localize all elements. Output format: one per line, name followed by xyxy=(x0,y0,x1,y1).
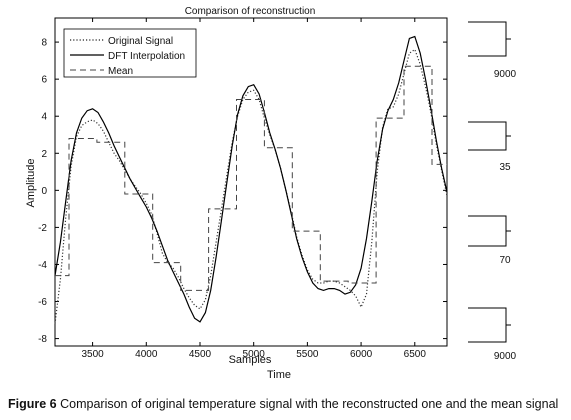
x-tick-label: 6500 xyxy=(404,349,427,360)
y-tick-label: -4 xyxy=(38,260,47,271)
y-tick-label: 6 xyxy=(41,75,47,86)
side-fragment-4: 9000 xyxy=(468,307,517,362)
x-tick-label: 4500 xyxy=(189,349,212,360)
side-label-4: 9000 xyxy=(494,351,517,362)
y-tick-label: 0 xyxy=(41,186,47,197)
side-fragment-3: 70 xyxy=(468,215,511,266)
y-tick-label: 4 xyxy=(41,112,47,123)
y-tick-label: 2 xyxy=(41,149,47,160)
x-tick-label: 6000 xyxy=(350,349,373,360)
series-line-3 xyxy=(55,65,447,291)
y-tick-label: -8 xyxy=(38,334,47,345)
side-label-3: 70 xyxy=(499,255,511,266)
x-tick-label: 5500 xyxy=(296,349,319,360)
side-label-1: 9000 xyxy=(494,69,517,80)
side-fragment-1: 9000 xyxy=(468,21,517,80)
y-tick-label: -6 xyxy=(38,297,47,308)
x-axis-sublabel: Time xyxy=(267,369,291,381)
legend: Original Signal DFT Interpolation Mean xyxy=(63,28,197,78)
legend-label-mean: Mean xyxy=(108,66,133,77)
x-tick-label: 5000 xyxy=(243,349,266,360)
x-tick-label: 4000 xyxy=(135,349,158,360)
legend-label-dft: DFT Interpolation xyxy=(108,51,185,62)
side-label-2: 35 xyxy=(499,162,511,173)
y-tick-label: -2 xyxy=(38,223,47,234)
caption-label: Figure 6 xyxy=(8,397,57,411)
series-line-1 xyxy=(54,48,448,324)
chart-title: Comparison of reconstruction xyxy=(185,6,316,17)
caption-text: Comparison of original temperature signa… xyxy=(60,397,559,411)
side-fragment-2: 35 xyxy=(468,121,511,173)
chart: Comparison of reconstruction -8 -6 -4 -2 0 2 4… xyxy=(25,6,517,381)
figure-caption: Figure 6 Comparison of original temperat… xyxy=(8,396,568,412)
x-axis-label: Samples xyxy=(229,354,272,366)
x-tick-label: 3500 xyxy=(81,349,104,360)
plot-frame xyxy=(54,17,448,347)
legend-label-original: Original Signal xyxy=(108,36,173,47)
y-axis-label: Amplitude xyxy=(25,159,37,208)
legend-box xyxy=(63,28,197,78)
y-tick-label: 8 xyxy=(41,38,47,49)
series-line-2 xyxy=(54,35,448,323)
